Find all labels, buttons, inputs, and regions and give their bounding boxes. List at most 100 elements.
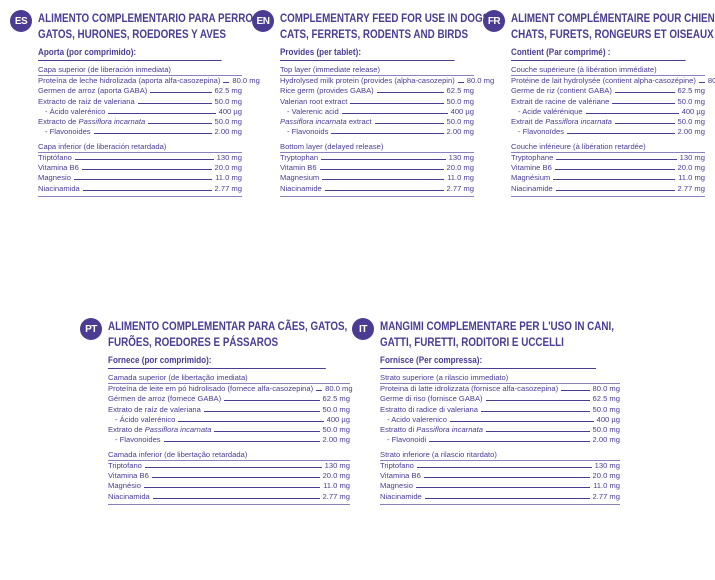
ingredient-name-text: Germe de riz (contient GABA): [511, 86, 612, 96]
ingredient-name-text: Extracto de raíz de valeriana: [38, 96, 135, 106]
ingredient-row: Estratto di Passiflora incarnata 50.0 mg: [380, 425, 620, 435]
panel-end-rule: [108, 503, 350, 505]
leader-line: [585, 112, 679, 114]
ingredient-name-text: Magnesio: [38, 173, 71, 183]
nutrient-panel: Contient (Par comprimé) : Couche supérieu…: [511, 46, 715, 197]
ingredient-name-text: Gérmen de arroz (fornece GABA): [108, 394, 222, 404]
leader-line: [81, 169, 212, 171]
provides-heading: Fornisce (Per compressa):: [380, 354, 596, 369]
ingredient-name: Protéine de lait hydrolysée (contient al…: [511, 76, 696, 86]
ingredient-name: Proteina di latte idrolizzata (fornisce …: [380, 384, 558, 394]
sub-ingredient-row: - Ácido valerénico 400 µg: [38, 107, 242, 117]
section-title-line: GATTI, FURETTI, RODITORI E UCCELLI: [380, 335, 564, 349]
ingredient-row: Tryptophan 130 mg: [280, 153, 474, 163]
ingredient-amount: 80.0 mg: [592, 384, 620, 393]
ingredient-amount: 400 µg: [681, 106, 705, 116]
ingredient-amount: 50.0 mg: [214, 96, 242, 106]
ingredient-row: Extrato de Passiflora incarnata 50.0 mg: [108, 425, 350, 435]
leader-line: [316, 390, 323, 391]
ingredient-name-italic: Passiflora incarnata: [545, 117, 612, 127]
ingredient-name-text: Estratto di radice di valeriana: [380, 404, 478, 414]
section-title-line: CHATS, FURETS, RONGEURS ET OISEAUX: [511, 27, 714, 41]
nutrient-panel: Provides (per tablet): Top layer (immedia…: [280, 46, 494, 197]
ingredient-row: Extrato de raíz de valeriana 50.0 mg: [108, 405, 350, 415]
ingredient-name: Extrait de Passiflora incarnata: [511, 117, 612, 127]
sub-ingredient-row: - Acido valerenico 400 µg: [380, 415, 620, 425]
leader-line: [148, 123, 212, 125]
ingredient-name-text: - Ácido valerénico: [115, 414, 176, 424]
ingredient-row: Proteina di latte idrolizzata (fornisce …: [380, 384, 620, 394]
ingredient-name-text: - Flavonoides: [45, 127, 91, 137]
ingredient-name: Niacinamida: [108, 492, 150, 502]
ingredient-name-text: Germen de arroz (aporta GABA): [38, 86, 148, 96]
ingredient-name: - Acide valérénique: [511, 107, 583, 117]
ingredient-name: - Flavonoids: [280, 127, 328, 137]
ingredient-amount: 2.77 mg: [214, 183, 242, 193]
ingredient-name-text: Extrait de racine de valériane: [511, 96, 610, 106]
section-title-line: COMPLEMENTARY FEED FOR USE IN DOGS,: [280, 11, 492, 25]
ingredient-name: Magnesio: [380, 481, 413, 491]
section-title: ALIMENTO COMPLEMENTARIO PARA PERROS, GATO…: [38, 10, 262, 42]
ingredient-name-text: Magnésium: [511, 173, 551, 183]
ingredient-name-text: Triptofano: [108, 460, 142, 470]
ingredient-amount: 130 mg: [594, 460, 620, 470]
ingredient-amount: 50.0 mg: [322, 404, 350, 414]
ingredient-name: Vitamina B6: [38, 163, 79, 173]
ingredient-name-text: Vitamina B6: [38, 163, 79, 173]
ingredient-row: Valerian root extract 50.0 mg: [280, 97, 474, 107]
leader-line: [350, 102, 444, 104]
ingredient-row: Niacinamide 2.77 mg: [380, 492, 620, 502]
ingredient-name-text: - Flavonoïdes: [518, 127, 565, 137]
leader-line: [556, 158, 677, 160]
leader-line: [561, 390, 590, 391]
ingredient-row: Magnesium 11.0 mg: [280, 173, 474, 183]
ingredient-name-text: Niacinamide: [511, 183, 553, 193]
leader-line: [612, 102, 675, 104]
ingredient-name: Vitamina B6: [108, 471, 149, 481]
leader-line: [108, 112, 216, 114]
ingredient-name: - Ácido valerénico: [38, 107, 105, 117]
section-title: COMPLEMENTARY FEED FOR USE IN DOGS, CATS,…: [280, 10, 492, 42]
top-layer-heading: Top layer (immediate release): [280, 65, 474, 76]
ingredient-name: Vitamin B6: [280, 163, 317, 173]
ingredient-name-text: Proteína de leche hidrolizada (aporta al…: [38, 76, 221, 85]
ingredient-name: Niacinamida: [38, 184, 80, 194]
ingredient-name: Niacinamide: [511, 184, 553, 194]
ingredient-name-prefix: Extrait de: [511, 117, 546, 127]
leader-line: [178, 420, 324, 422]
ingredient-name: Niacinamide: [380, 492, 422, 502]
ingredient-row: Niacinamida 2.77 mg: [38, 184, 242, 194]
ingredient-name-text: Tryptophane: [511, 152, 554, 162]
leader-line: [203, 410, 320, 412]
ingredient-name: Niacinamide: [280, 184, 322, 194]
ingredient-name-text: Magnésio: [108, 481, 141, 491]
sub-ingredient-row: - Flavonoides 2.00 mg: [108, 435, 350, 445]
leader-line: [486, 431, 590, 433]
ingredient-row: Protéine de lait hydrolysée (contient al…: [511, 76, 715, 86]
ingredient-row: Vitamine B6 20.0 mg: [511, 163, 705, 173]
ingredient-amount: 130 mg: [216, 152, 242, 162]
ingredient-name-text: Magnesium: [280, 173, 320, 183]
ingredient-name-text: Valerian root extract: [280, 96, 348, 106]
ingredient-row: Extrait de Passiflora incarnata 50.0 mg: [511, 117, 705, 127]
ingredient-row: Germen de arroz (aporta GABA) 62.5 mg: [38, 86, 242, 96]
section-title: ALIMENTO COMPLEMENTAR PARA CÃES, GATOS, F…: [108, 318, 347, 350]
section-title-line: CATS, FERRETS, RODENTS AND BIRDS: [280, 27, 469, 41]
ingredient-row: Germe de riz (contient GABA) 62.5 mg: [511, 86, 705, 96]
ingredient-name-text: Niacinamide: [380, 491, 422, 501]
ingredient-row: Proteína de leite em pó hidrolisado (for…: [108, 384, 353, 394]
ingredient-name: Proteína de leche hidrolizada (aporta al…: [38, 76, 220, 86]
leader-line: [374, 123, 444, 125]
ingredient-name-text: Rice germ (provides GABA): [280, 86, 374, 96]
ingredient-name: - Flavonoides: [38, 127, 91, 137]
ingredient-row: Rice germ (provides GABA) 62.5 mg: [280, 86, 474, 96]
ingredient-amount: 11.0 mg: [215, 173, 242, 183]
ingredient-name: Gérmen de arroz (fornece GABA): [108, 394, 221, 404]
ingredient-amount: 62.5 mg: [592, 394, 620, 404]
leader-line: [144, 466, 322, 468]
leader-line: [74, 158, 214, 160]
ingredient-row: Hydrolysed milk protein (provides (alpha…: [280, 76, 494, 86]
ingredient-name: Magnésio: [108, 481, 141, 491]
ingredient-name: Extrato de Passiflora incarnata: [108, 425, 211, 435]
ingredient-amount: 50.0 mg: [592, 404, 620, 414]
